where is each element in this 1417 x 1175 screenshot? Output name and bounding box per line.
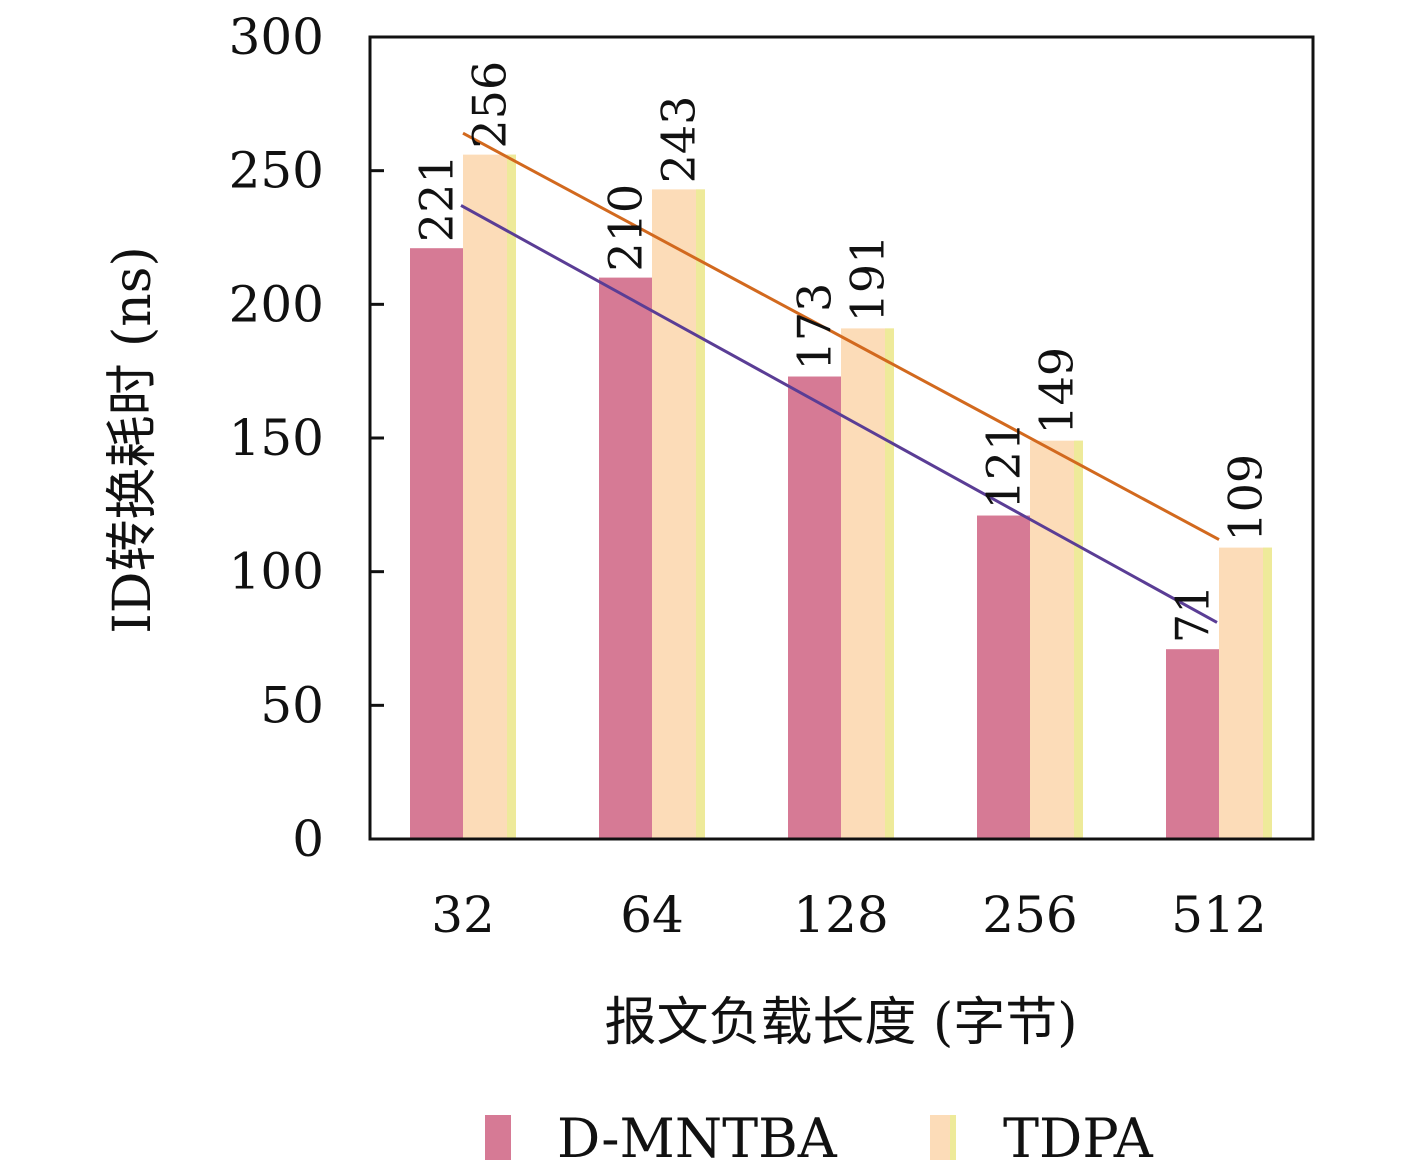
x-tick-label-256: 256 (982, 886, 1077, 944)
legend-label-tdpa: TDPA (1003, 1107, 1154, 1170)
trend-line-tdpa (462, 131, 1220, 541)
y-tick-label-200: 200 (229, 275, 324, 333)
trend-lines-layer (460, 131, 1220, 624)
x-tick-label-64: 64 (620, 886, 684, 944)
bar-tdpa-edge-512 (1263, 547, 1272, 839)
y-axis-ticks: 0 50 100 150 200 250 300 (229, 8, 384, 868)
legend: D-MNTBA TDPA (485, 1107, 1154, 1170)
trend-line-d-mntba (460, 204, 1218, 624)
y-tick-label-300: 300 (229, 8, 324, 66)
data-label-d-mntba-32: 221 (410, 154, 464, 242)
y-tick-label-100: 100 (229, 543, 324, 601)
data-label-d-mntba-64: 210 (599, 184, 653, 272)
data-label-tdpa-32: 256 (463, 61, 517, 149)
bar-d-mntba-128 (788, 376, 841, 839)
data-label-tdpa-512: 109 (1219, 454, 1273, 542)
data-label-d-mntba-128: 173 (788, 283, 842, 371)
y-tick-label-50: 50 (260, 676, 324, 734)
x-axis-ticks: 32 64 128 256 512 (431, 886, 1267, 944)
data-label-tdpa-128: 191 (841, 235, 895, 323)
bar-d-mntba-32 (410, 248, 463, 839)
bar-tdpa-edge-32 (507, 154, 516, 840)
bar-d-mntba-64 (599, 277, 652, 840)
bar-d-mntba-512 (1166, 649, 1219, 839)
y-axis-label: ID转换耗时 (ns) (103, 246, 163, 634)
x-tick-label-32: 32 (431, 886, 495, 944)
x-tick-label-128: 128 (793, 886, 888, 944)
legend-swatch-d-mntba (485, 1115, 511, 1160)
bar-d-mntba-256 (977, 515, 1030, 839)
y-tick-label-150: 150 (229, 409, 324, 467)
x-axis-label: 报文负载长度 (字节) (604, 993, 1077, 1053)
bars-layer (410, 154, 1272, 840)
data-label-tdpa-64: 243 (652, 96, 706, 184)
data-label-tdpa-256: 149 (1030, 347, 1084, 435)
bar-tdpa-edge-256 (1074, 440, 1083, 839)
bar-tdpa-edge-64 (696, 189, 705, 839)
x-tick-label-512: 512 (1171, 886, 1266, 944)
legend-label-d-mntba: D-MNTBA (557, 1107, 838, 1170)
legend-swatch-edge-tdpa (950, 1115, 956, 1160)
y-tick-label-0: 0 (292, 810, 324, 868)
y-tick-label-250: 250 (229, 142, 324, 200)
data-label-d-mntba-512: 71 (1166, 585, 1220, 644)
data-label-d-mntba-256: 121 (977, 422, 1031, 510)
bar-tdpa-edge-128 (885, 328, 894, 839)
